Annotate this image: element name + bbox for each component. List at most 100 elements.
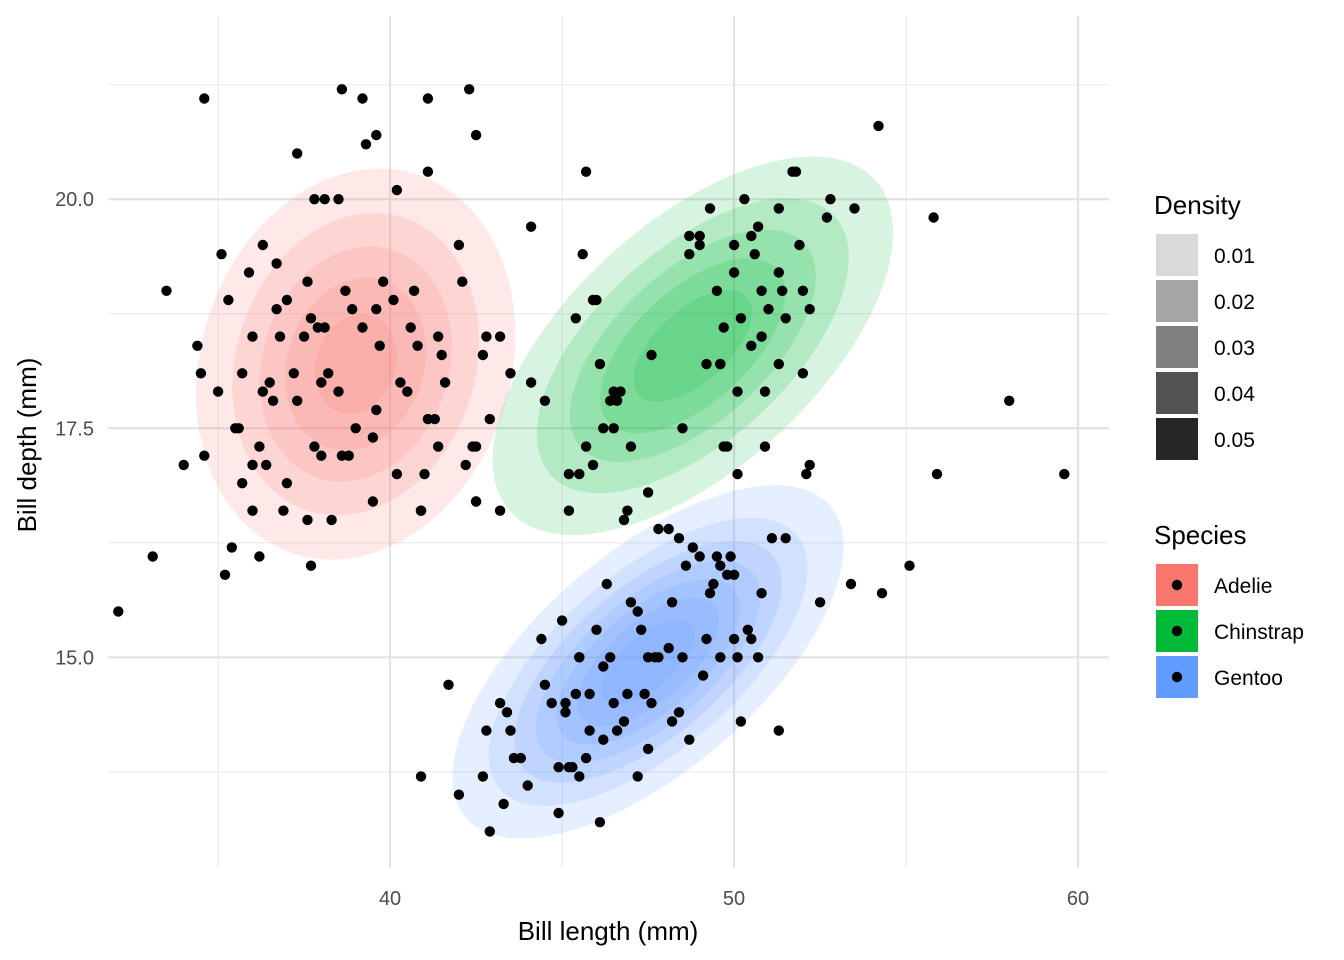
data-point	[611, 395, 623, 406]
data-point	[460, 459, 471, 471]
density-legend-label: 0.04	[1214, 383, 1255, 406]
data-point	[274, 331, 286, 342]
data-point	[570, 688, 581, 700]
data-point	[732, 652, 743, 663]
data-point	[598, 734, 609, 745]
data-point	[580, 441, 592, 452]
data-point	[367, 496, 379, 507]
data-point	[415, 771, 427, 782]
data-point	[797, 285, 809, 296]
density-legend-swatch	[1156, 418, 1198, 460]
density-contour-adelie	[259, 246, 452, 482]
y-tick-label: 15.0	[55, 647, 94, 669]
data-point	[742, 624, 753, 635]
data-point	[766, 533, 778, 544]
data-point	[494, 505, 506, 516]
x-axis-ticks: 40 50 60	[379, 888, 1089, 910]
data-point	[756, 331, 767, 342]
data-point	[319, 322, 330, 333]
data-point	[498, 798, 509, 810]
x-tick-label: 40	[379, 888, 401, 910]
species-legend-label: Adelie	[1214, 575, 1272, 598]
data-point	[233, 423, 244, 434]
x-tick-label: 60	[1067, 888, 1089, 910]
data-point	[804, 304, 815, 315]
data-point	[257, 239, 268, 251]
data-point	[752, 221, 764, 232]
data-point	[195, 368, 207, 379]
data-point	[494, 331, 506, 342]
species-legend-title: Species	[1154, 520, 1247, 550]
data-point	[642, 652, 654, 663]
data-point	[350, 423, 361, 434]
data-point	[605, 652, 616, 663]
data-point	[522, 780, 533, 791]
data-point	[257, 386, 268, 397]
data-point	[247, 505, 258, 516]
data-point	[715, 560, 726, 571]
data-point	[281, 294, 293, 306]
density-legend-swatch	[1156, 280, 1198, 322]
data-point	[615, 386, 626, 397]
data-point	[436, 349, 447, 361]
density-contour-chinstrap	[633, 289, 752, 402]
data-point	[309, 194, 320, 205]
data-point	[1059, 468, 1070, 480]
data-point	[773, 203, 784, 214]
data-point	[790, 166, 802, 177]
species-legend-label: Chinstrap	[1214, 621, 1304, 644]
data-point	[433, 331, 444, 342]
density-legend-title: Density	[1154, 190, 1241, 220]
data-point	[574, 771, 585, 782]
data-point	[563, 505, 575, 516]
data-point	[642, 743, 654, 755]
data-point	[587, 459, 599, 471]
data-point	[622, 688, 633, 700]
data-point	[687, 542, 698, 553]
data-point	[505, 368, 516, 379]
data-point	[632, 771, 643, 782]
data-point	[749, 249, 760, 260]
data-point	[663, 642, 674, 654]
data-point	[298, 331, 310, 342]
data-point	[608, 697, 619, 709]
data-point	[711, 551, 723, 562]
data-point	[415, 505, 427, 516]
data-point	[591, 294, 602, 306]
data-point	[357, 322, 368, 333]
data-point	[728, 239, 740, 251]
data-point	[666, 716, 678, 727]
y-tick-label: 17.5	[55, 418, 94, 440]
data-point	[271, 304, 282, 315]
data-point	[556, 615, 568, 626]
data-point	[928, 212, 939, 223]
data-point	[677, 423, 688, 434]
data-point	[601, 578, 612, 590]
density-legend-swatch	[1156, 326, 1198, 368]
density-legend-label: 0.05	[1214, 429, 1255, 452]
data-point	[505, 725, 516, 736]
data-point	[371, 304, 382, 315]
data-point	[477, 349, 489, 361]
data-point	[292, 395, 303, 406]
density-contours	[196, 156, 893, 839]
data-point	[622, 505, 633, 516]
data-point	[292, 148, 303, 159]
data-point	[481, 331, 492, 342]
data-point	[680, 560, 692, 571]
data-point	[715, 358, 726, 370]
data-point	[735, 716, 747, 727]
data-point	[584, 688, 595, 700]
data-point	[302, 514, 313, 526]
data-point	[336, 84, 348, 95]
y-axis-title: Bill depth (mm)	[12, 358, 42, 533]
data-point	[732, 386, 743, 397]
density-legend-swatch	[1156, 234, 1198, 276]
data-point	[223, 294, 234, 306]
data-point	[378, 276, 389, 287]
data-point	[536, 633, 547, 645]
data-point	[735, 313, 747, 324]
data-point	[563, 468, 575, 480]
data-point	[849, 203, 860, 214]
